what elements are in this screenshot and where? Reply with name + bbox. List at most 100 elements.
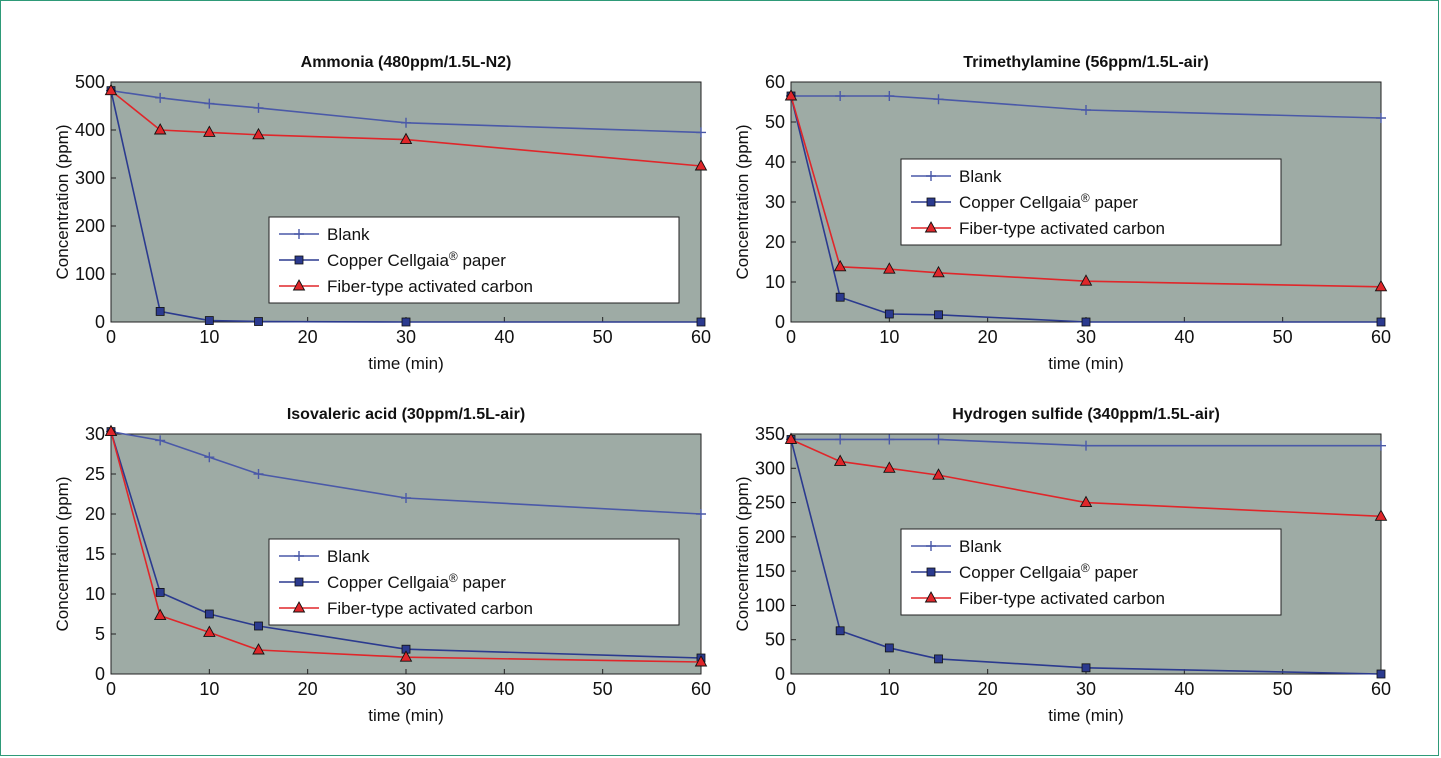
chart-panel-trimethylamine: Trimethylamine (56ppm/1.5L-air) 0 10 20 30 40… xyxy=(721,49,1411,389)
x-tick-label: 50 xyxy=(1273,327,1293,347)
x-tick-label: 40 xyxy=(494,679,514,699)
y-tick-label: 25 xyxy=(85,464,105,484)
legend: Blank Copper Cellgaia® paper Fiber-type ac… xyxy=(900,528,1282,616)
series-1 xyxy=(786,91,1386,123)
x-tick-label: 0 xyxy=(106,679,116,699)
data-point xyxy=(932,265,945,278)
data-point xyxy=(696,509,706,519)
series-line xyxy=(110,430,702,515)
legend-label: Blank xyxy=(959,167,1002,186)
x-tick-label: 60 xyxy=(691,327,711,347)
x-tick-label: 40 xyxy=(494,327,514,347)
data-point xyxy=(835,434,846,445)
x-tick-label: 0 xyxy=(106,327,116,347)
data-point xyxy=(696,317,706,327)
data-point xyxy=(1079,495,1093,508)
data-point xyxy=(153,608,167,621)
series-line xyxy=(110,431,702,659)
y-tick-label: 5 xyxy=(95,624,105,644)
data-point xyxy=(784,432,798,444)
data-point xyxy=(401,117,411,128)
x-tick-label: 60 xyxy=(691,679,711,699)
series-3 xyxy=(104,424,708,667)
legend-swatch-marker xyxy=(294,577,304,587)
data-point xyxy=(884,434,895,445)
legend-swatch-marker xyxy=(926,197,936,207)
series-line xyxy=(110,431,702,663)
legend-label: Copper Cellgaia® paper xyxy=(327,249,506,270)
series-line xyxy=(790,95,1382,288)
chart-title: Isovaleric acid (30ppm/1.5L-air) xyxy=(287,406,525,423)
legend-swatch-marker xyxy=(294,551,304,561)
y-tick-label: 100 xyxy=(75,264,105,284)
data-point xyxy=(694,655,708,667)
series-1 xyxy=(106,85,706,138)
x-tick-label: 20 xyxy=(978,327,998,347)
data-point xyxy=(401,493,411,503)
legend-swatch-marker xyxy=(924,591,938,603)
ammonia-chart: Ammonia (480ppm/1.5L-N2) 0 10 20 30 40 50 60 0 10… xyxy=(53,54,711,373)
legend-swatch-marker xyxy=(924,221,938,233)
legend-swatch-marker xyxy=(926,541,936,551)
legend-label: Copper Cellgaia® paper xyxy=(959,561,1138,582)
data-point xyxy=(694,159,708,171)
data-point xyxy=(833,454,847,466)
y-tick-label: 30 xyxy=(85,424,105,444)
y-tick-label: 0 xyxy=(95,664,105,684)
chart-title: Trimethylamine (56ppm/1.5L-air) xyxy=(963,54,1208,71)
data-point xyxy=(835,626,845,636)
x-tick-label: 40 xyxy=(1174,679,1194,699)
y-tick-label: 350 xyxy=(755,424,785,444)
x-tick-label: 50 xyxy=(593,679,613,699)
data-point xyxy=(934,310,943,320)
x-tick-label: 10 xyxy=(199,679,219,699)
legend: Blank Copper Cellgaia® paper Fiber-type ac… xyxy=(268,538,680,626)
data-point xyxy=(204,316,214,325)
y-tick-label: 300 xyxy=(75,168,105,188)
data-point xyxy=(933,94,944,105)
data-point xyxy=(252,127,265,140)
legend-label: Copper Cellgaia® paper xyxy=(327,571,506,592)
series-3 xyxy=(784,432,1388,521)
data-point xyxy=(884,643,894,653)
x-tick-label: 20 xyxy=(298,327,318,347)
x-axis-label: time (min) xyxy=(1048,354,1124,373)
data-point xyxy=(1081,317,1091,327)
y-tick-label: 15 xyxy=(85,544,105,564)
hydrogen-sulfide-chart: Hydrogen sulfide (340ppm/1.5L-air) 0 10 20 3… xyxy=(733,406,1391,725)
y-tick-label: 0 xyxy=(775,312,785,332)
y-tick-label: 0 xyxy=(95,312,105,332)
x-tick-label: 30 xyxy=(396,327,416,347)
x-tick-label: 50 xyxy=(593,327,613,347)
x-axis-label: time (min) xyxy=(368,706,444,725)
data-point xyxy=(253,469,264,479)
y-tick-label: 20 xyxy=(85,504,105,524)
data-point xyxy=(1081,440,1091,451)
data-point xyxy=(203,625,216,637)
data-point xyxy=(254,621,263,631)
data-point xyxy=(884,91,895,101)
isovaleric-acid-chart: Isovaleric acid (30ppm/1.5L-air) 0 10 20 30 4… xyxy=(53,406,711,725)
x-tick-label: 20 xyxy=(298,679,318,699)
x-tick-label: 50 xyxy=(1273,679,1293,699)
series-2 xyxy=(106,86,706,327)
data-point xyxy=(1081,663,1091,673)
data-point xyxy=(1374,509,1388,521)
data-point xyxy=(104,424,118,437)
legend-swatch-marker xyxy=(294,229,304,239)
y-tick-label: 150 xyxy=(755,561,785,581)
legend-box xyxy=(268,216,680,304)
data-point xyxy=(835,91,846,101)
data-point xyxy=(884,309,894,319)
data-point xyxy=(104,83,118,96)
data-point xyxy=(399,132,413,145)
data-point xyxy=(254,317,263,326)
data-point xyxy=(933,434,944,445)
y-tick-label: 300 xyxy=(755,458,785,478)
y-tick-label: 20 xyxy=(765,232,785,252)
data-point xyxy=(204,609,214,619)
data-point xyxy=(1376,669,1386,679)
series-line xyxy=(110,90,702,167)
x-tick-label: 0 xyxy=(786,327,796,347)
